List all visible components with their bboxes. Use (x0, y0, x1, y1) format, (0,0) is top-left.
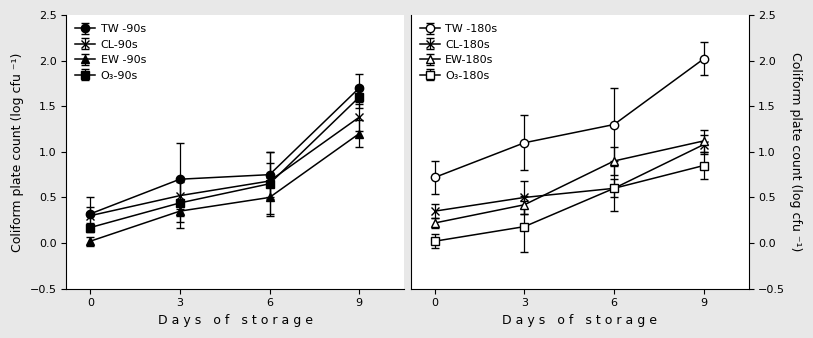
Legend: TW -180s, CL-180s, EW-180s, O₃-180s: TW -180s, CL-180s, EW-180s, O₃-180s (416, 21, 501, 84)
Y-axis label: Coliform plate count (log cfu ⁻¹): Coliform plate count (log cfu ⁻¹) (789, 52, 802, 251)
X-axis label: D a y s   o f   s t o r a g e: D a y s o f s t o r a g e (158, 314, 313, 327)
Y-axis label: Coliform plate count (log cfu ⁻¹): Coliform plate count (log cfu ⁻¹) (11, 52, 24, 251)
Legend: TW -90s, CL-90s, EW -90s, O₃-90s: TW -90s, CL-90s, EW -90s, O₃-90s (72, 21, 150, 84)
X-axis label: D a y s   o f   s t o r a g e: D a y s o f s t o r a g e (502, 314, 657, 327)
